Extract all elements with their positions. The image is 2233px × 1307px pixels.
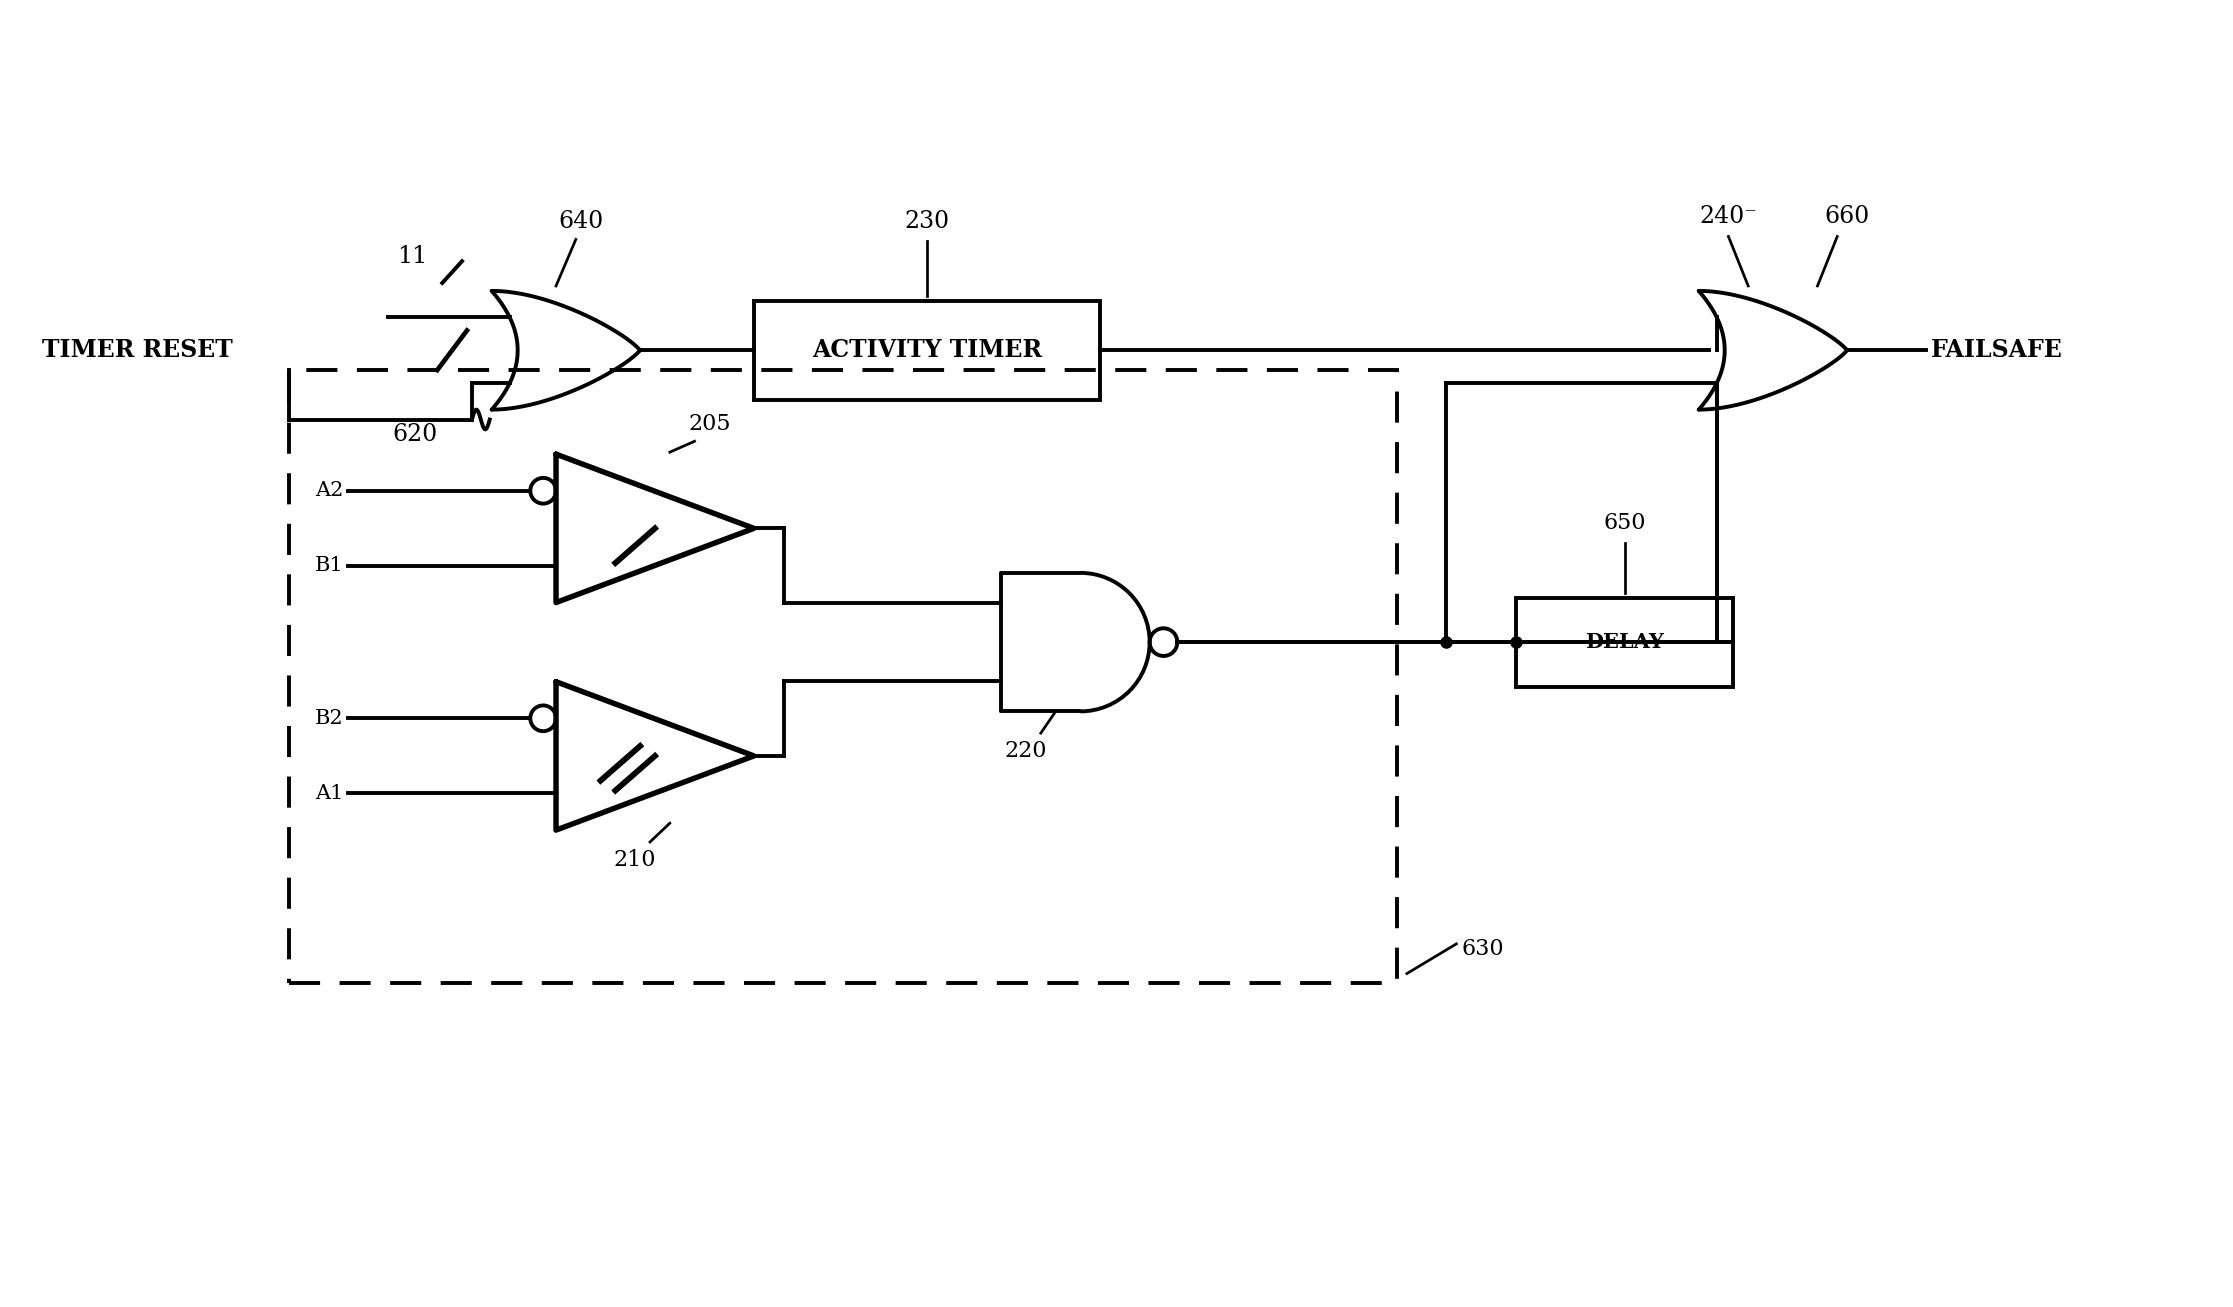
Text: A2: A2	[315, 481, 344, 501]
Text: 11: 11	[397, 244, 429, 268]
Text: 230: 230	[904, 210, 949, 233]
Text: A1: A1	[315, 784, 344, 802]
Text: 220: 220	[1005, 740, 1047, 762]
Text: TIMER RESET: TIMER RESET	[42, 339, 232, 362]
Text: B1: B1	[315, 557, 344, 575]
Text: 640: 640	[558, 210, 603, 233]
Text: 660: 660	[1824, 205, 1869, 229]
Text: B2: B2	[315, 708, 344, 728]
Text: 205: 205	[688, 413, 730, 435]
Bar	[288, 370, 1398, 983]
Text: ACTIVITY TIMER: ACTIVITY TIMER	[813, 339, 1043, 362]
Text: 650: 650	[1603, 512, 1646, 535]
Text: DELAY: DELAY	[1585, 633, 1664, 652]
Text: 620: 620	[393, 423, 438, 446]
Text: 630: 630	[1460, 938, 1503, 959]
Text: 210: 210	[614, 848, 657, 870]
Text: 240⁻: 240⁻	[1699, 205, 1757, 229]
Text: FAILSAFE: FAILSAFE	[1932, 339, 2063, 362]
Bar	[1516, 597, 1733, 686]
Bar	[755, 301, 1101, 400]
